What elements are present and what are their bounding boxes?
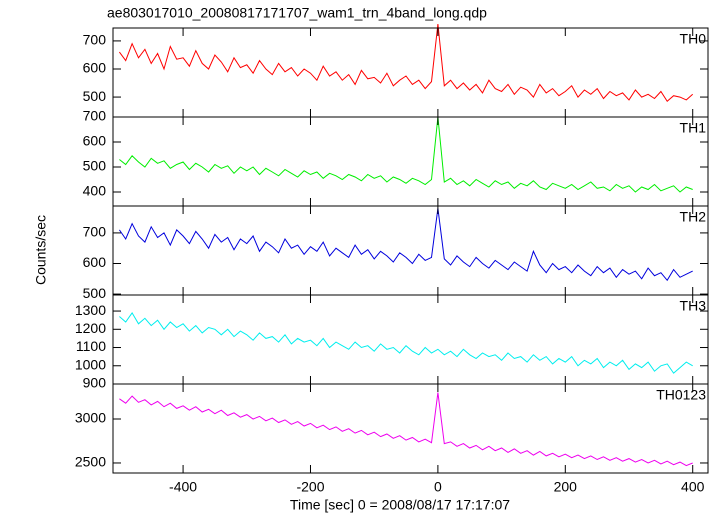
panel-label: TH3 [680, 298, 707, 314]
y-tick-label: 500 [83, 285, 107, 301]
y-tick-label: 1300 [75, 302, 106, 318]
chart-title: ae803017010_20080817171707_wam1_trn_4ban… [107, 5, 487, 21]
data-line [119, 311, 693, 374]
panel-frame [112, 27, 709, 118]
x-axis-label: Time [sec] 0 = 2008/08/17 17:17:07 [290, 497, 510, 513]
data-line [118, 24, 694, 103]
x-tick-label: 400 [681, 479, 705, 495]
y-tick-label: 600 [83, 133, 107, 149]
x-tick-label: -400 [169, 479, 197, 495]
data-line [119, 392, 693, 467]
y-tick-label: 900 [83, 375, 107, 391]
y-tick-label: 2500 [75, 454, 106, 470]
panel-label: TH0123 [656, 387, 706, 403]
panel-label: TH0 [680, 31, 707, 47]
y-tick-label: 1100 [76, 338, 106, 354]
y-tick-label: 400 [83, 183, 107, 199]
panel-frame [112, 116, 709, 207]
y-tick-label: 1000 [75, 356, 106, 372]
y-tick-label: 500 [83, 88, 107, 104]
x-tick-label: 0 [434, 479, 442, 495]
y-tick-label: 700 [83, 108, 107, 124]
panel-frame [112, 294, 709, 385]
panel-frame [112, 205, 709, 296]
data-line [118, 208, 693, 282]
x-tick-label: 200 [554, 479, 578, 495]
y-tick-label: 600 [83, 60, 107, 76]
data-line [119, 116, 693, 193]
panel-label: TH2 [680, 209, 707, 225]
panel-label: TH1 [680, 120, 707, 136]
y-tick-label: 500 [83, 158, 107, 174]
y-tick-label: 600 [83, 254, 107, 270]
y-tick-label: 700 [83, 224, 107, 240]
x-tick-label: -200 [296, 479, 324, 495]
y-axis-label: Counts/sec [33, 215, 49, 285]
panel-frame [112, 383, 709, 474]
y-tick-label: 1200 [75, 320, 106, 336]
y-tick-label: 3000 [75, 410, 106, 426]
y-tick-label: 700 [83, 32, 107, 48]
